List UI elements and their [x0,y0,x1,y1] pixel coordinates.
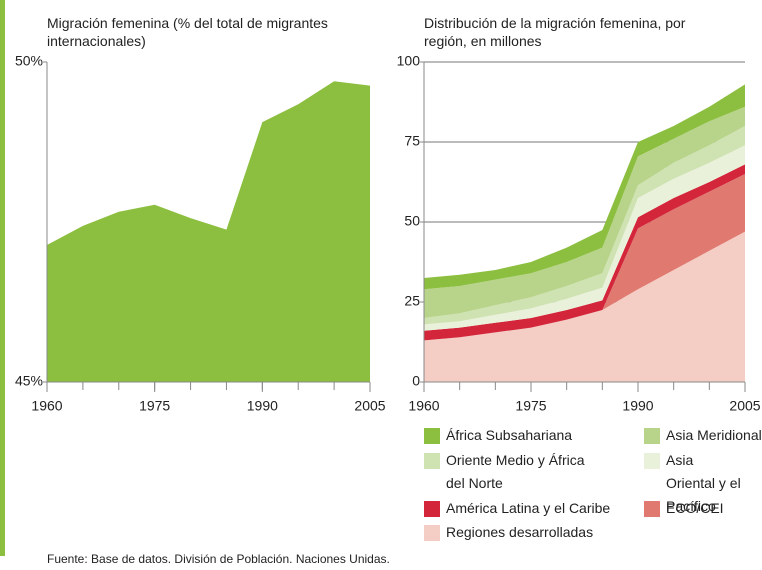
x-tick-label: 1990 [247,398,278,414]
legend-label: Regiones desarrolladas [446,524,594,540]
x-tick-label: 1990 [622,398,653,414]
legend-swatch [424,428,440,444]
x-tick-label: 1975 [139,398,170,414]
legend-label: ECO/CEI [666,500,724,516]
area-layer [424,106,745,318]
y-tick-label: 50 [404,213,420,229]
y-tick-label: 0 [412,373,420,389]
legend-label: América Latina y el Caribe [446,500,611,516]
area-layer [424,145,745,331]
y-tick-label: 45% [15,373,43,389]
y-tick-label: 50% [15,53,43,69]
legend-label: Oriente Medio y África del Norte [446,452,585,491]
x-tick-label: 1960 [31,398,62,414]
legend-swatch [424,501,440,517]
area-layer [424,126,745,325]
legend-swatch [644,501,660,517]
x-tick-label: 2005 [354,398,385,414]
legend-label: Asia Meridional [666,427,762,443]
source: Fuente: Base de datos. División de Pobla… [47,552,390,566]
chart-title: Distribución de la migración femenina, p… [424,15,686,49]
area-layer [424,174,745,341]
area-layer [424,164,745,341]
y-tick-label: 25 [404,293,420,309]
side-bar [0,0,5,556]
x-tick-label: 2005 [729,398,760,414]
area-layer [424,231,745,382]
legend-swatch [424,525,440,541]
legend-swatch [644,453,660,469]
y-tick-label: 75 [404,133,420,149]
area [47,81,370,382]
x-tick-label: 1975 [515,398,546,414]
legend-swatch [424,453,440,469]
legend-swatch [644,428,660,444]
x-tick-label: 1960 [408,398,439,414]
y-tick-label: 100 [397,53,421,69]
legend-label: África Subsahariana [446,427,573,443]
chart-title: Migración femenina (% del total de migra… [47,15,328,49]
legend-label: Asia Oriental y el Pacífico [666,452,741,514]
area-layer [424,84,745,290]
